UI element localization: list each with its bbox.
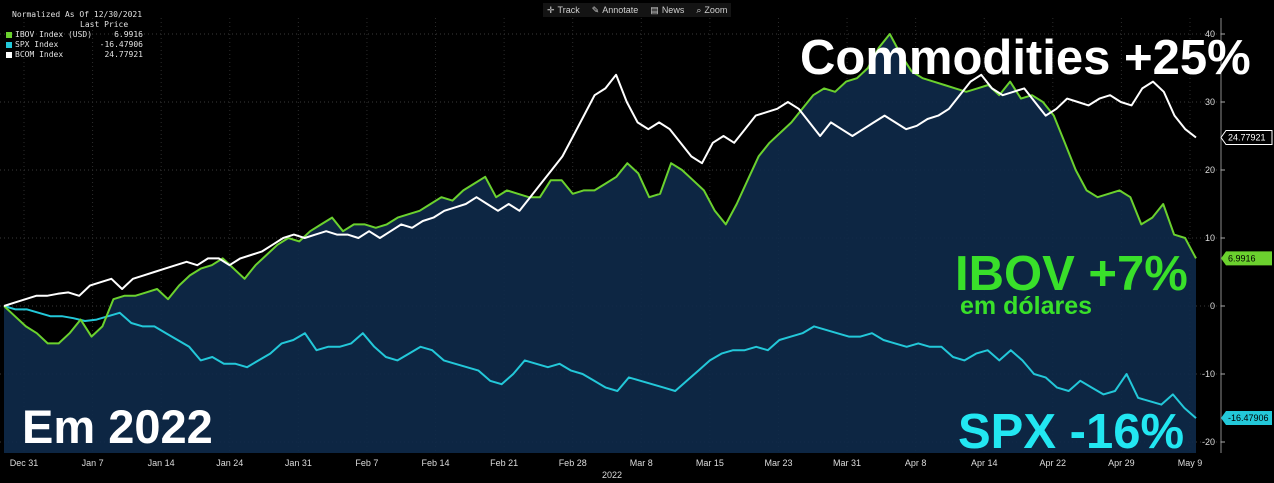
x-axis: Dec 31 Jan 7 Jan 14 Jan 24 Jan 31 Feb 7 Feb 14… [10,458,1203,480]
legend-swatch [6,32,12,38]
ibov-subtitle: em dólares [960,292,1093,320]
x-tick-label: Jan 7 [82,458,104,468]
legend-value: 24.77921 [104,50,143,59]
news-icon: ▤ [650,4,659,15]
y-tick-label: 10 [1205,233,1215,243]
y-tick-label: -10 [1202,369,1215,379]
series-area [4,34,1196,453]
y-tick-label: 30 [1205,97,1215,107]
track-button[interactable]: ✛ Track [547,3,580,17]
x-tick-label: Mar 31 [833,458,861,468]
news-button[interactable]: ▤ News [650,3,684,17]
last-value-tag [1221,251,1272,266]
commodities-annotation: Commodities +25% [800,31,1251,85]
x-tick-label: Mar 23 [764,458,792,468]
spx-annotation: SPX -16% [958,405,1185,459]
x-tick-label: Apr 22 [1040,458,1067,468]
pencil-icon: ✎ [591,4,600,15]
x-axis-year-label: 2022 [602,470,622,480]
x-tick-label: Apr 8 [905,458,927,468]
legend-header: Normalized As Of 12/30/2021 [12,10,143,19]
last-value-label: -16.47906 [1228,413,1269,423]
x-tick-label: Apr 29 [1108,458,1135,468]
legend-label: IBOV Index (USD) [15,30,93,39]
legend-item-bcom[interactable]: BCOM Index 24.77921 [6,50,143,60]
x-tick-label: Feb 14 [422,458,450,468]
x-tick-label: Jan 24 [216,458,243,468]
annotate-button[interactable]: ✎ Annotate [592,3,639,17]
x-tick-label: Dec 31 [10,458,39,468]
legend-item-spx[interactable]: SPX Index -16.47906 [6,40,143,50]
y-axis: 40 30 20 10 0 -10 -20 [1202,18,1225,453]
legend-swatch [6,42,12,48]
zoom-icon: ⌕ [696,4,702,15]
crosshair-icon: ✛ [547,4,555,15]
x-tick-label: Mar 15 [696,458,724,468]
last-value-tag [1220,130,1273,146]
last-value-label: 6.9916 [1228,253,1256,263]
legend: Normalized As Of 12/30/2021 Last Price I… [6,10,143,60]
legend-label: BCOM Index [15,50,64,59]
x-tick-label: Feb 21 [490,458,518,468]
zoom-button[interactable]: ⌕ Zoom [696,3,727,17]
series-line-ibov [3,33,1197,345]
ibov-annotation: IBOV +7% [955,247,1188,301]
legend-subheader: Last Price [80,20,129,29]
series-line-spx [3,305,1197,419]
legend-value: 6.9916 [114,30,143,39]
chart-toolbar: ✛ Track ✎ Annotate ▤ News ⌕ Zoom [543,3,732,17]
series-lines [3,33,1197,419]
x-tick-label: Feb 28 [559,458,587,468]
last-value-tag [1221,411,1272,426]
annotate-label: Annotate [602,5,639,15]
ibov-area-fill [4,34,1196,453]
track-label: Track [557,5,580,15]
legend-item-ibov[interactable]: IBOV Index (USD) 6.9916 [6,30,143,40]
legend-swatch [6,52,12,58]
y-tick-label: 40 [1205,29,1215,39]
last-value-labels: 6.9916 -16.47906 24.77921 [1220,130,1273,426]
y-tick-label: 20 [1205,165,1215,175]
zoom-label: Zoom [704,5,728,15]
y-tick-label: 0 [1210,301,1215,311]
y-tick-label: -20 [1202,437,1215,447]
x-tick-label: Apr 14 [971,458,998,468]
x-tick-label: Feb 7 [355,458,378,468]
year-annotation: Em 2022 [22,400,213,453]
legend-label: SPX Index [15,40,59,49]
series-line-bcom [3,73,1197,307]
x-tick-label: Jan 31 [285,458,312,468]
legend-value: -16.47906 [99,40,143,49]
news-label: News [661,5,685,15]
x-tick-label: May 9 [1178,458,1203,468]
x-tick-label: Mar 8 [630,458,653,468]
last-value-label: 24.77921 [1228,133,1266,143]
x-tick-label: Jan 14 [148,458,175,468]
